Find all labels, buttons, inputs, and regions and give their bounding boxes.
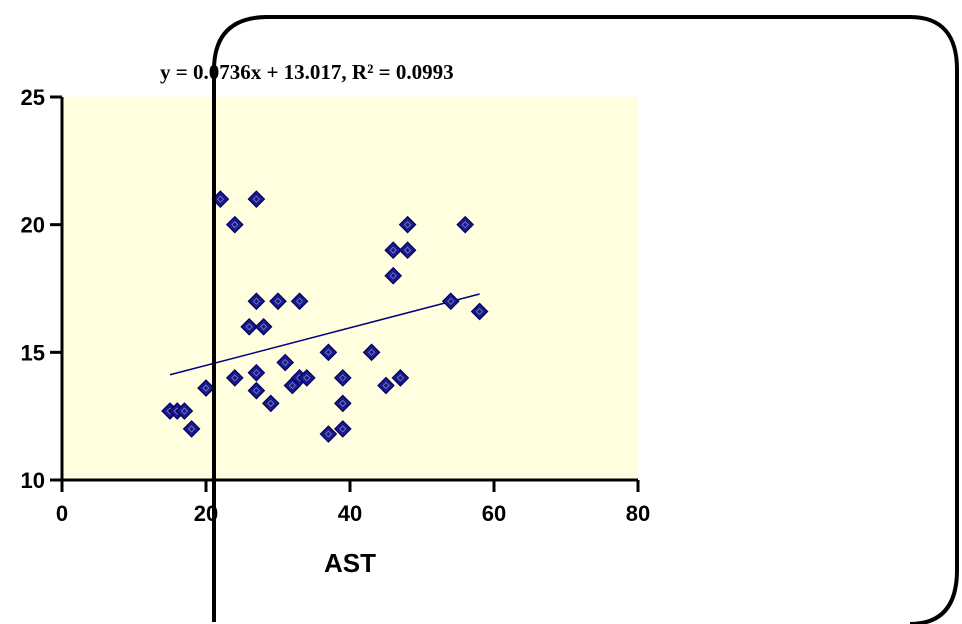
axes [50, 95, 640, 492]
y-tick-label: 20 [21, 213, 45, 238]
scatter-point [247, 190, 266, 208]
scatter-point [247, 292, 266, 311]
scatter-point [240, 317, 259, 336]
scatter-point [384, 241, 403, 260]
scatter-point [377, 376, 395, 395]
y-tick-label: 25 [21, 85, 45, 110]
y-tick-label: 15 [21, 340, 45, 365]
plot-area [62, 97, 638, 480]
scatter-point [182, 420, 201, 438]
scatter-point [225, 369, 244, 387]
scatter-point [225, 215, 244, 234]
y-tick-label: 10 [21, 468, 45, 493]
scatter-point [398, 215, 417, 234]
regression-equation: y = 0.0736x + 13.017, R² = 0.0993 [160, 60, 454, 84]
scatter-point [276, 353, 295, 372]
x-tick-label: 60 [482, 501, 506, 526]
scatter-points [161, 190, 489, 443]
x-tick-label: 40 [338, 501, 362, 526]
scatter-point [333, 420, 352, 438]
scatter-point [197, 379, 215, 397]
scatter-point [247, 363, 266, 382]
scatter-point [175, 402, 194, 420]
scatter-point [269, 292, 287, 311]
overlay-frame [211, 15, 960, 624]
scatter-point [391, 369, 410, 387]
scatter-point [456, 215, 475, 234]
scatter-point [470, 302, 489, 321]
scatter-point [319, 425, 338, 443]
scatter-point [290, 292, 309, 311]
scatter-point [333, 369, 352, 387]
scatter-point [441, 292, 460, 311]
x-axis-title: AST [324, 548, 376, 578]
scatter-point [398, 241, 417, 260]
x-tick-label: 80 [626, 501, 650, 526]
scatter-point [261, 394, 280, 413]
scatter-point [333, 394, 352, 413]
scatter-point [247, 381, 266, 400]
trendline-layer [169, 293, 480, 376]
trendline [169, 293, 480, 376]
x-tick-label: 0 [56, 501, 68, 526]
scatter-point [297, 369, 316, 387]
scatter-point [362, 343, 381, 362]
scatter-point [254, 317, 273, 336]
scatter-point [384, 266, 403, 285]
scatter-point [319, 343, 338, 362]
